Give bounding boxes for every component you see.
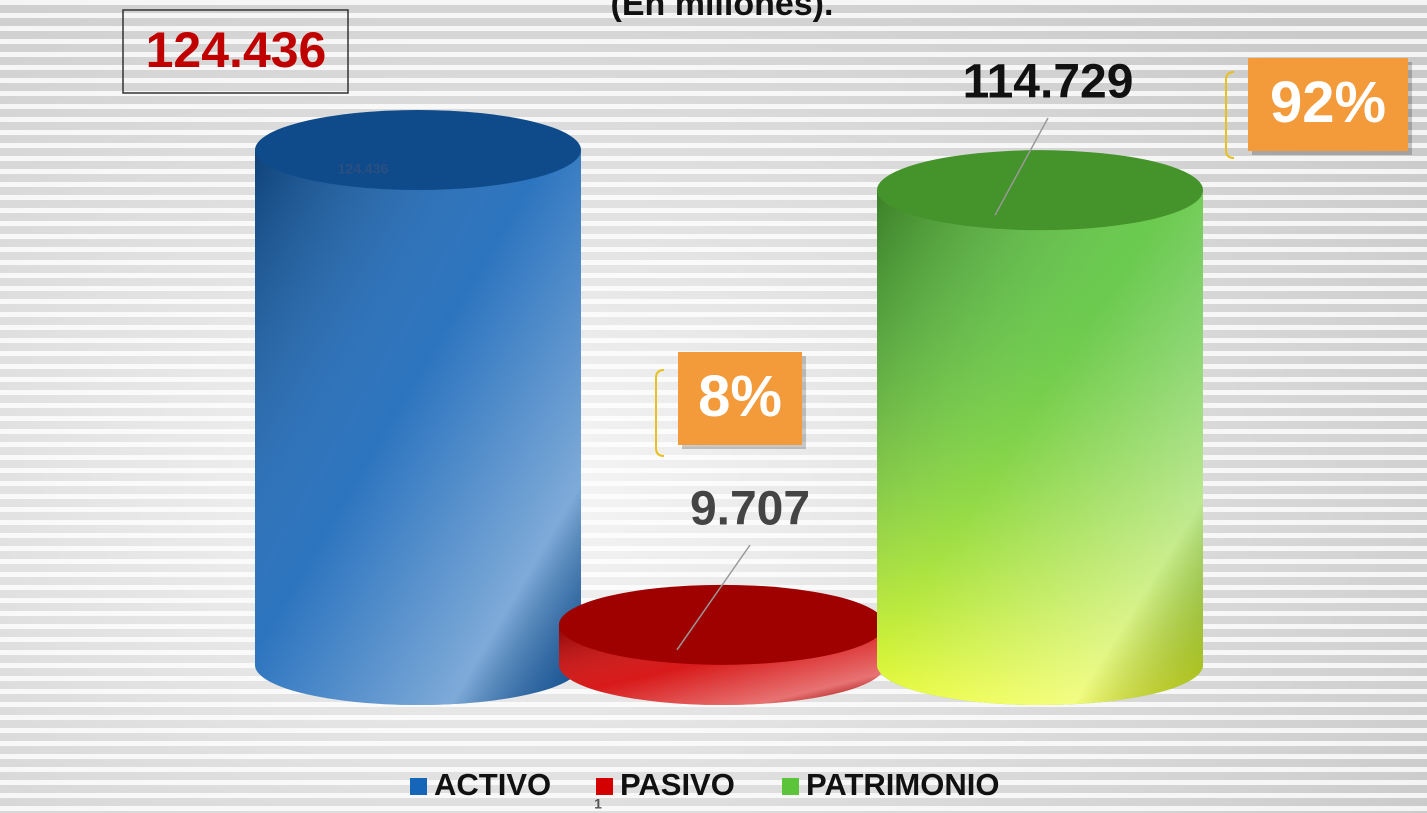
percent-box: [678, 352, 802, 445]
legend-label: ACTIVO: [434, 767, 551, 802]
cylinder-shine: [255, 150, 581, 705]
percent-label: 92%: [1270, 70, 1386, 135]
cylinder-top-shade: [255, 110, 581, 190]
cylinder-top: [255, 110, 581, 190]
bracket: [1225, 71, 1235, 159]
percent-label: 8%: [698, 364, 782, 429]
inner-label: 124.436: [338, 161, 389, 177]
percent-box: [1248, 58, 1408, 151]
cylinder-top: [877, 150, 1203, 231]
legend-swatch: [410, 778, 427, 795]
legend-label: PATRIMONIO: [806, 767, 999, 802]
cylinder-top-shade: [877, 150, 1203, 231]
value-label: 114.729: [963, 56, 1134, 109]
page-number: 1: [594, 796, 602, 812]
subtitle: (En millones).: [611, 0, 834, 23]
leader-line: [994, 117, 1049, 216]
legend-swatch: [596, 778, 613, 795]
legend-swatch: [782, 778, 799, 795]
leader-line: [676, 544, 751, 651]
total-label: 124.436: [146, 22, 327, 78]
cylinder-top-shade: [559, 584, 885, 665]
cylinder-top: [559, 584, 885, 665]
value-label: 9.707: [690, 483, 810, 536]
cylinder-shine: [877, 190, 1203, 706]
bracket: [655, 369, 665, 457]
legend-label: PASIVO: [620, 767, 735, 802]
total-box: [122, 9, 349, 94]
